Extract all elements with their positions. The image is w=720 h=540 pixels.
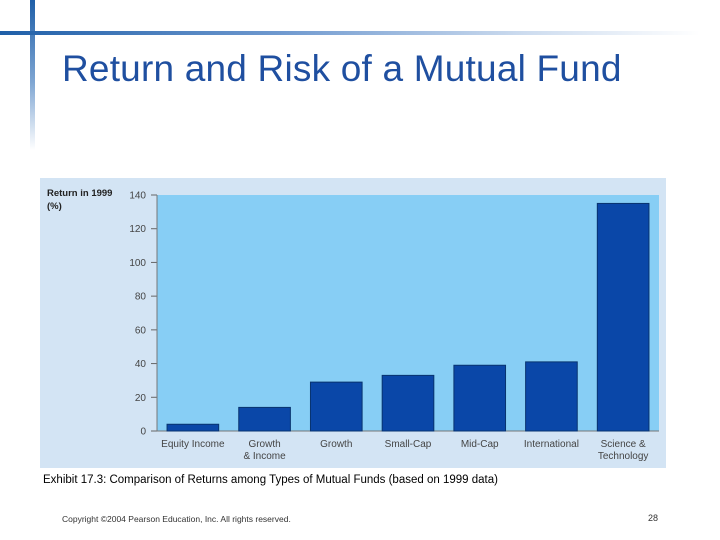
x-tick-label: Growth bbox=[248, 439, 280, 450]
copyright-notice: Copyright ©2004 Pearson Education, Inc. … bbox=[62, 514, 291, 524]
y-tick-label: 80 bbox=[135, 292, 147, 303]
page-number: 28 bbox=[647, 513, 658, 523]
bar bbox=[596, 202, 650, 432]
y-axis-label: Return in 1999 bbox=[47, 188, 112, 199]
y-tick-label: 140 bbox=[129, 191, 146, 202]
bar-chart: Return in 1999 (%) 0 20 40 60 80 100 120 140 Equit… bbox=[40, 178, 666, 468]
decorative-horizontal-bar bbox=[0, 31, 700, 35]
x-tick-label: & Income bbox=[243, 451, 286, 462]
bar bbox=[166, 423, 220, 432]
y-tick-label: 0 bbox=[140, 427, 146, 438]
y-tick-label: 120 bbox=[129, 224, 146, 235]
y-tick-label: 100 bbox=[129, 258, 146, 269]
x-tick-label: Mid-Cap bbox=[461, 439, 499, 450]
bar bbox=[381, 374, 435, 432]
bar bbox=[525, 361, 578, 432]
y-tick-label: 60 bbox=[135, 325, 147, 336]
x-tick-label: Technology bbox=[598, 451, 649, 462]
y-tick-label: 40 bbox=[135, 359, 147, 370]
bar bbox=[309, 381, 363, 432]
x-tick-label: International bbox=[524, 439, 579, 450]
x-tick-label: Small-Cap bbox=[385, 439, 432, 450]
decorative-vertical-bar bbox=[30, 0, 35, 150]
x-tick-label: Equity Income bbox=[161, 439, 225, 450]
x-tick-label: Growth bbox=[320, 439, 352, 450]
slide-title: Return and Risk of a Mutual Fund bbox=[62, 48, 622, 89]
x-tick-label: Science & bbox=[601, 439, 646, 450]
exhibit-caption: Exhibit 17.3: Comparison of Returns amon… bbox=[43, 474, 498, 486]
y-tick-label: 20 bbox=[135, 393, 147, 404]
bar bbox=[238, 406, 291, 432]
chart-canvas: Return in 1999 (%) 0 20 40 60 80 100 120 140 Equit… bbox=[40, 178, 666, 468]
bar bbox=[453, 364, 507, 432]
y-axis-label: (%) bbox=[47, 201, 62, 212]
